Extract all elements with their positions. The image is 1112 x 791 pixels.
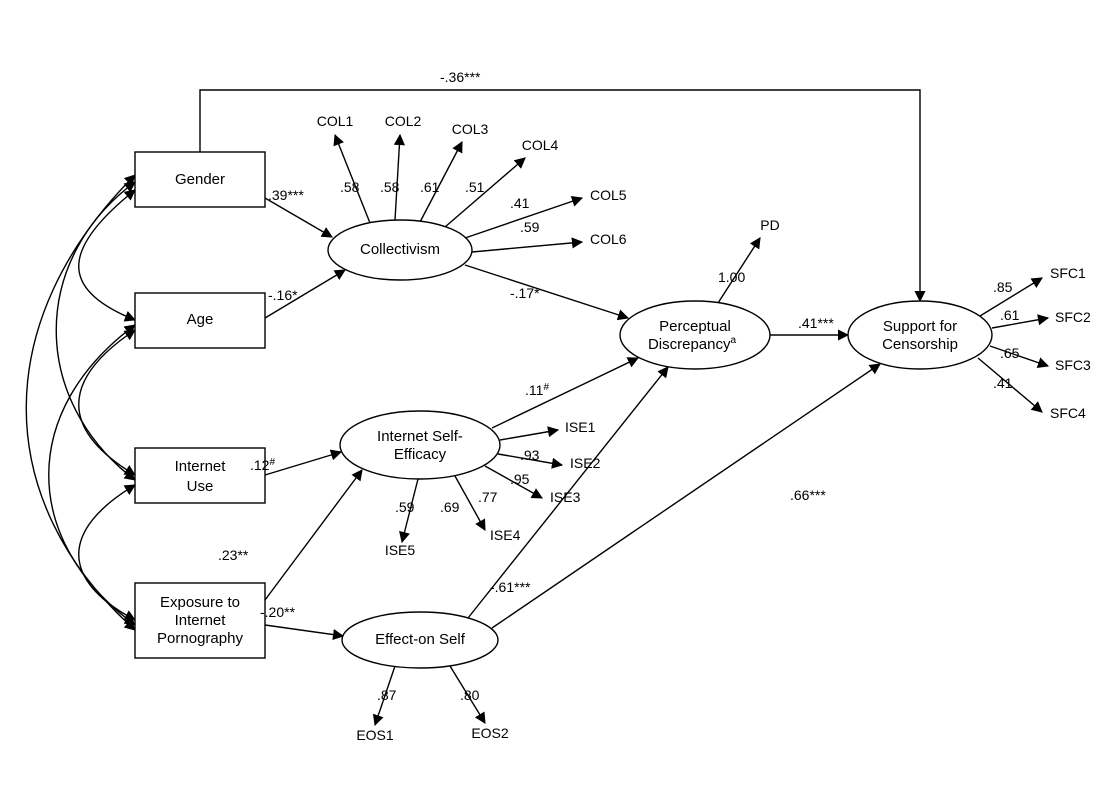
coef-eos-pd: -.61*** bbox=[490, 579, 531, 595]
load-col2: .58 bbox=[380, 179, 400, 195]
coef-intuse-ise: .12# bbox=[250, 457, 275, 473]
load-col3: .61 bbox=[420, 179, 440, 195]
ind-col6: COL6 bbox=[590, 231, 627, 247]
load-sfc3: .65 bbox=[1000, 345, 1020, 361]
ind-col1: COL1 bbox=[317, 113, 354, 129]
ind-ise2: ISE2 bbox=[570, 455, 601, 471]
correlation-arcs bbox=[26, 175, 135, 630]
coef-gender-sfc: -.36*** bbox=[440, 69, 481, 85]
coef-gender-coll: .39*** bbox=[268, 187, 304, 203]
label-collectivism: Collectivism bbox=[360, 241, 440, 258]
load-sfc1: .85 bbox=[993, 279, 1013, 295]
ind-col2: COL2 bbox=[385, 113, 422, 129]
ind-ise5: ISE5 bbox=[385, 542, 416, 558]
load-eos2: .80 bbox=[460, 687, 480, 703]
label-ise-line2: Efficacy bbox=[394, 446, 447, 463]
load-col1: .58 bbox=[340, 179, 360, 195]
ind-ise3: ISE3 bbox=[550, 489, 581, 505]
ind-sfc2: SFC2 bbox=[1055, 309, 1091, 325]
coef-age-coll: -.16* bbox=[268, 287, 298, 303]
ind-ise4: ISE4 bbox=[490, 527, 521, 543]
label-exposure-line1: Exposure to bbox=[160, 594, 240, 611]
label-eos: Effect-on Self bbox=[375, 631, 466, 648]
load-ise1: .93 bbox=[520, 447, 540, 463]
label-perceptual-line2: Discrepancya bbox=[648, 335, 737, 353]
label-exposure-line3: Pornography bbox=[157, 630, 243, 647]
coef-coll-pd: -.17* bbox=[510, 285, 540, 301]
label-support-line2: Censorship bbox=[882, 336, 958, 353]
ind-pd: PD bbox=[760, 217, 779, 233]
load-sfc2: .61 bbox=[1000, 307, 1020, 323]
load-pd: 1.00 bbox=[718, 269, 745, 285]
ind-col3: COL3 bbox=[452, 121, 489, 137]
label-exposure-line2: Internet bbox=[175, 612, 227, 629]
load-ise4: .69 bbox=[440, 499, 460, 515]
coef-exp-eos: -.20** bbox=[260, 604, 296, 620]
nodes: Gender Age Internet Use Exposure to Inte… bbox=[135, 152, 992, 668]
load-eos1: .87 bbox=[377, 687, 397, 703]
sem-diagram: Gender Age Internet Use Exposure to Inte… bbox=[0, 0, 1112, 791]
load-col4: .51 bbox=[465, 179, 485, 195]
load-ise3: .77 bbox=[478, 489, 498, 505]
label-support-line1: Support for bbox=[883, 318, 957, 335]
label-internet-use-line2: Use bbox=[187, 478, 214, 495]
coef-pd-sfc: .41*** bbox=[798, 315, 834, 331]
coef-exp-ise: .23** bbox=[218, 547, 249, 563]
label-gender: Gender bbox=[175, 171, 225, 188]
label-ise-line1: Internet Self- bbox=[377, 428, 463, 445]
label-perceptual-line1: Perceptual bbox=[659, 318, 731, 335]
ind-sfc3: SFC3 bbox=[1055, 357, 1091, 373]
load-ise5: .59 bbox=[395, 499, 415, 515]
coef-eos-sfc: .66*** bbox=[790, 487, 826, 503]
ind-col5: COL5 bbox=[590, 187, 627, 203]
load-col6: .59 bbox=[520, 219, 540, 235]
ind-ise1: ISE1 bbox=[565, 419, 596, 435]
ind-eos1: EOS1 bbox=[356, 727, 394, 743]
load-ise2: .95 bbox=[510, 471, 530, 487]
load-sfc4: .41 bbox=[993, 375, 1013, 391]
coef-ise-pd: .11# bbox=[525, 382, 549, 398]
ind-eos2: EOS2 bbox=[471, 725, 509, 741]
ind-sfc1: SFC1 bbox=[1050, 265, 1086, 281]
label-internet-use-line1: Internet bbox=[175, 458, 227, 475]
load-col5: .41 bbox=[510, 195, 530, 211]
ind-col4: COL4 bbox=[522, 137, 559, 153]
ind-sfc4: SFC4 bbox=[1050, 405, 1086, 421]
structural-paths bbox=[200, 90, 920, 636]
label-age: Age bbox=[187, 311, 214, 328]
